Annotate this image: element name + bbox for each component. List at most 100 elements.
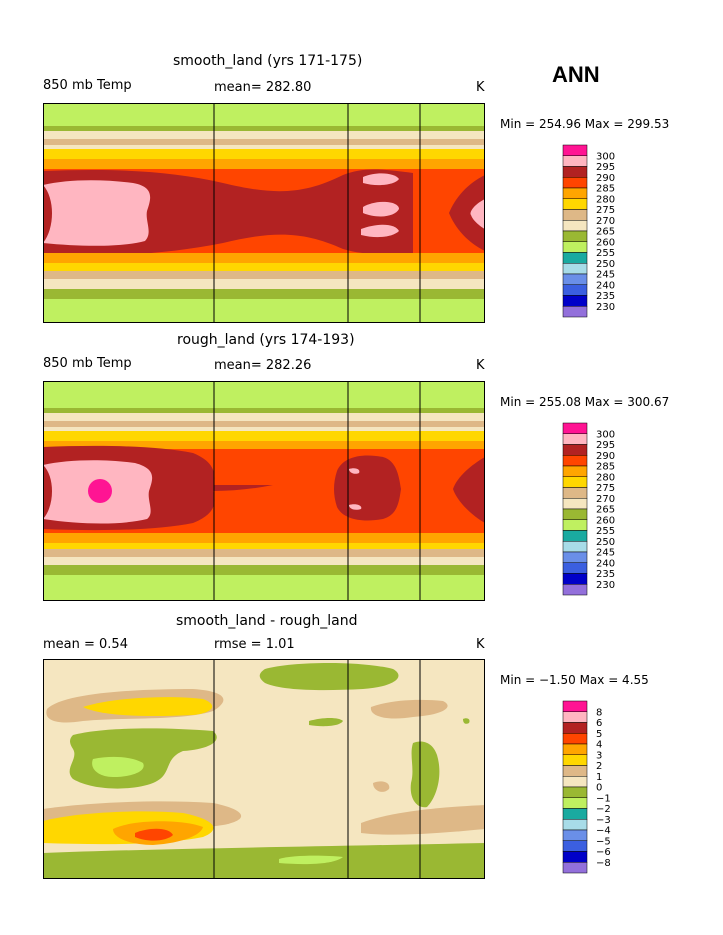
band-295-east2 <box>453 457 485 523</box>
colorbar-swatch <box>562 797 588 809</box>
band-265-bottom <box>43 289 485 299</box>
colorbar-swatch <box>562 433 588 445</box>
colorbar-tick-label: −5 <box>596 836 611 847</box>
colorbar-swatch <box>562 284 588 296</box>
colorbar-swatch <box>562 519 588 531</box>
band-295-mid <box>213 485 273 491</box>
panel2-minmax: Min = 255.08 Max = 300.67 <box>500 395 670 409</box>
band-280-bottom <box>43 263 485 271</box>
colorbar-swatch <box>562 562 588 574</box>
colorbar-swatch <box>562 273 588 285</box>
band-265-top <box>43 126 485 131</box>
colorbar-swatch <box>562 754 588 766</box>
band-270-bottom <box>43 557 485 565</box>
band-295-east <box>449 175 485 251</box>
panel2-colorbar: 3002952902852802752702652602552502452402… <box>562 422 615 596</box>
panel1-minmax: Min = 254.96 Max = 299.53 <box>500 117 670 131</box>
colorbar-swatch <box>562 786 588 798</box>
colorbar-tick-label: 275 <box>596 483 615 494</box>
colorbar-swatch <box>562 498 588 510</box>
panel3-mean-label: mean = 0.54 <box>43 637 128 652</box>
band-270-top <box>43 131 485 139</box>
colorbar-swatch <box>562 187 588 199</box>
colorbar-swatch <box>562 551 588 563</box>
colorbar-swatch <box>562 209 588 221</box>
colorbar-swatch <box>562 508 588 520</box>
panel1-mean-label: mean= 282.80 <box>214 80 312 95</box>
colorbar-tick-label: 255 <box>596 526 615 537</box>
band-280-top <box>43 149 485 159</box>
panel1-map <box>43 103 485 323</box>
colorbar-tick-label: 235 <box>596 569 615 580</box>
band-neg1-east <box>410 741 440 808</box>
colorbar-tick-label: 285 <box>596 184 615 195</box>
colorbar-tick-label: 260 <box>596 237 615 248</box>
colorbar-swatch <box>562 465 588 477</box>
colorbar-swatch <box>562 573 588 585</box>
colorbar-swatch <box>562 263 588 275</box>
panel1-variable-label: 850 mb Temp <box>43 78 132 93</box>
band-neg1-north-mid <box>259 663 399 691</box>
colorbar-swatch <box>562 306 588 318</box>
colorbar-swatch <box>562 819 588 831</box>
band-270-bottom <box>43 279 485 289</box>
band-max-west <box>88 479 112 503</box>
band-260-bottom <box>43 575 485 601</box>
colorbar-swatch <box>562 422 588 434</box>
band-285-bottom <box>43 533 485 543</box>
map-frame <box>43 659 485 879</box>
colorbar-tick-label: 6 <box>596 718 602 729</box>
colorbar-swatch <box>562 530 588 542</box>
band-1-south-east <box>361 805 485 835</box>
colorbar-swatch <box>562 487 588 499</box>
colorbar-tick-label: 280 <box>596 194 615 205</box>
colorbar-tick-label: 240 <box>596 280 615 291</box>
colorbar-swatch <box>562 198 588 210</box>
colorbar-swatch <box>562 541 588 553</box>
colorbar-tick-label: 230 <box>596 580 615 591</box>
colorbar-tick-label: 275 <box>596 205 615 216</box>
colorbar-tick-label: 1 <box>596 772 602 783</box>
season-label: ANN <box>552 62 600 87</box>
colorbar-tick-label: 235 <box>596 291 615 302</box>
colorbar-tick-label: 250 <box>596 537 615 548</box>
panel2-title: rough_land (yrs 174-193) <box>177 332 355 348</box>
band-2-north-west <box>83 697 213 717</box>
colorbar-swatch <box>562 476 588 488</box>
colorbar-tick-label: 8 <box>596 707 602 718</box>
colorbar-tick-label: 295 <box>596 162 615 173</box>
panel2-units-label: K <box>476 358 485 373</box>
colorbar-swatch <box>562 155 588 167</box>
colorbar-tick-label: 250 <box>596 259 615 270</box>
colorbar-swatch <box>562 252 588 264</box>
band-neg2-south <box>279 855 343 865</box>
colorbar-tick-label: 0 <box>596 783 602 794</box>
colorbar-tick-label: −3 <box>596 815 611 826</box>
band-285-top <box>43 441 485 449</box>
colorbar-tick-label: 285 <box>596 462 615 473</box>
colorbar-tick-label: −1 <box>596 793 611 804</box>
panel2-map <box>43 381 485 601</box>
band-270b-top <box>43 145 485 149</box>
colorbar-swatch <box>562 722 588 734</box>
colorbar-tick-label: 2 <box>596 761 602 772</box>
colorbar-swatch <box>562 444 588 456</box>
colorbar-tick-label: 290 <box>596 173 615 184</box>
colorbar-tick-label: 280 <box>596 472 615 483</box>
panel1-units-label: K <box>476 80 485 95</box>
colorbar-swatch <box>562 711 588 723</box>
colorbar-swatch <box>562 829 588 841</box>
band-275-bottom <box>43 549 485 557</box>
colorbar-tick-label: 240 <box>596 558 615 569</box>
colorbar-tick-label: 230 <box>596 302 615 313</box>
panel3-map <box>43 659 485 879</box>
colorbar-swatch <box>562 220 588 232</box>
colorbar-tick-label: 290 <box>596 451 615 462</box>
colorbar-swatch <box>562 166 588 178</box>
panel2-variable-label: 850 mb Temp <box>43 356 132 371</box>
colorbar-swatch <box>562 840 588 852</box>
map-frame <box>43 381 485 601</box>
colorbar-tick-label: 270 <box>596 216 615 227</box>
colorbar-swatch <box>562 700 588 712</box>
